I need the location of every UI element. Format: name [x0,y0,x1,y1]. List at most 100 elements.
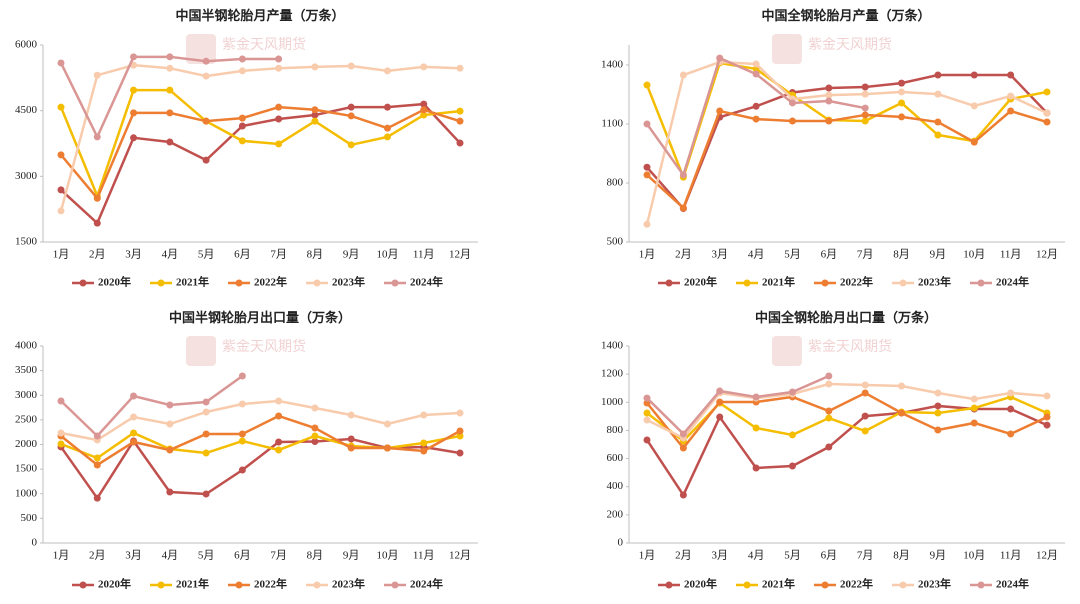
x-tick-label: 10月 [963,550,985,562]
data-point [643,220,651,228]
series-line [646,109,1048,211]
data-point [275,412,283,420]
data-point [130,53,138,61]
x-tick-label: 1月 [53,550,70,562]
data-point [166,138,174,146]
x-tick-label: 11月 [413,550,435,562]
data-point [679,204,687,212]
legend-dot [391,581,399,589]
x-tick-label: 4月 [162,249,179,261]
x-tick-label: 2月 [675,249,692,261]
legend-dot [821,279,829,287]
data-point [238,55,246,63]
data-point [202,449,210,457]
data-point [861,111,869,119]
legend-label: 2023年 [918,275,951,289]
data-point [898,113,906,121]
data-point [57,151,65,159]
data-point [1007,405,1015,413]
data-point [1043,118,1051,126]
legend-label: 2024年 [410,577,443,591]
data-point [57,103,65,111]
data-point [1007,389,1015,397]
x-tick-label: 2月 [89,249,106,261]
data-point [238,114,246,122]
y-tick-label: 2500 [15,413,38,425]
y-tick-label: 3000 [15,170,38,182]
series-line [645,60,1048,225]
data-point [275,64,283,72]
data-point [456,64,464,72]
x-tick-label: 12月 [449,550,471,562]
data-point [238,372,246,380]
data-point [1043,413,1051,421]
data-point [130,438,138,446]
data-point [898,409,906,417]
data-point [934,71,942,79]
data-point [57,59,65,67]
data-point [275,103,283,111]
data-point [420,63,428,71]
y-tick-label: 500 [21,512,38,524]
legend-label: 2023年 [332,577,365,591]
y-tick-label: 0 [618,537,624,549]
data-point [643,394,651,402]
x-tick-label: 4月 [748,550,765,562]
data-point [347,103,355,111]
watermark-logo [772,336,802,366]
data-point [238,122,246,130]
data-point [130,86,138,94]
data-point [311,111,319,119]
x-tick-label: 7月 [270,550,287,562]
y-tick-label: 1000 [601,396,624,408]
data-point [643,436,651,444]
data-point [934,90,942,98]
data-point [57,440,65,448]
data-point [456,449,464,457]
data-point [861,389,869,397]
data-point [1007,92,1015,100]
x-tick-label: 1月 [639,550,656,562]
x-tick-label: 11月 [413,249,435,261]
data-point [898,382,906,390]
data-point [970,404,978,412]
watermark-logo [186,34,216,64]
data-point [93,219,101,227]
legend-label: 2021年 [176,577,209,591]
data-point [825,97,833,105]
x-tick-label: 3月 [125,249,142,261]
series-line [60,431,461,460]
legend-dot [79,279,87,287]
data-point [679,171,687,179]
series-line [60,399,461,442]
data-point [130,413,138,421]
data-point [166,109,174,117]
data-point [934,389,942,397]
y-tick-label: 1000 [15,487,38,499]
y-tick-label: 600 [607,452,624,464]
data-point [166,446,174,454]
data-point [861,427,869,435]
x-tick-label: 11月 [1000,249,1022,261]
data-point [383,133,391,141]
data-point [934,402,942,410]
y-tick-label: 3500 [15,364,38,376]
data-point [970,138,978,146]
data-point [166,401,174,409]
data-point [456,427,464,435]
x-tick-label: 6月 [234,249,251,261]
series-line [60,102,461,226]
data-point [1043,392,1051,400]
data-point [456,117,464,125]
x-tick-label: 8月 [307,550,324,562]
data-point [825,380,833,388]
data-point [788,462,796,470]
y-tick-label: 800 [607,177,624,189]
legend-dot [977,279,985,287]
data-point [57,207,65,215]
chart-title: 中国半钢轮胎月产量（万条） [175,8,344,23]
legend-label: 2020年 [98,275,131,289]
data-point [716,387,724,395]
data-point [679,444,687,452]
data-point [643,416,651,424]
